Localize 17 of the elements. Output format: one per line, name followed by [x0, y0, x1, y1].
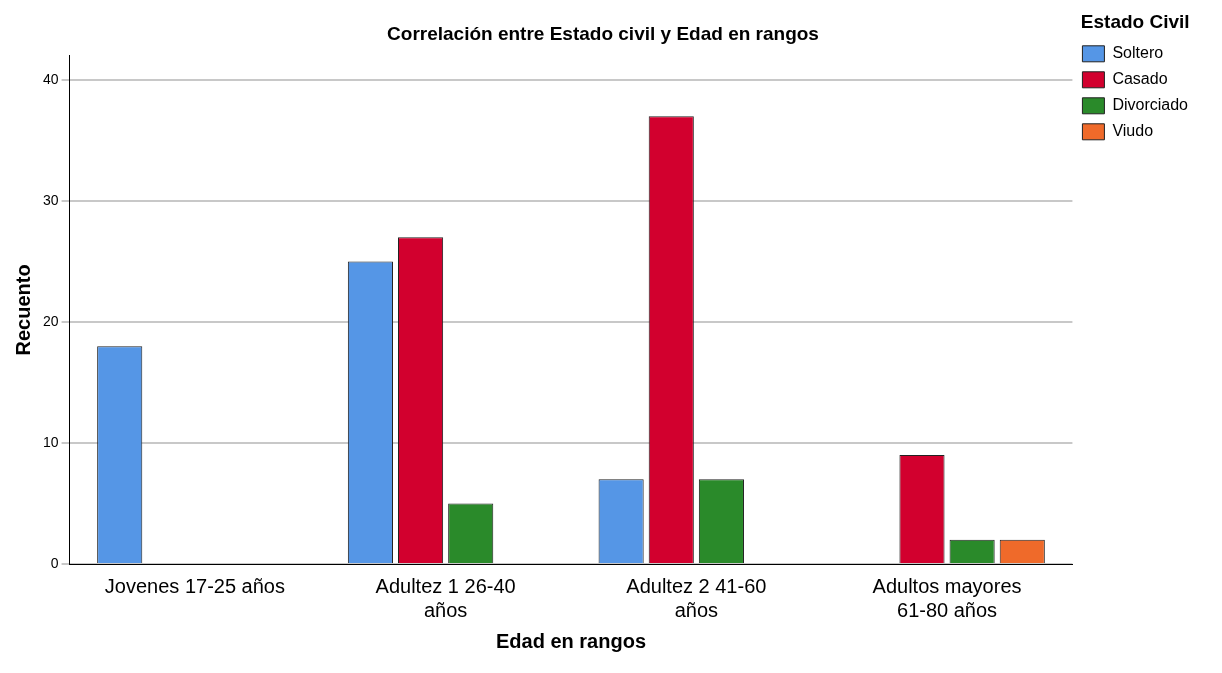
x-tick-label: Jovenes 17-25 años: [104, 574, 285, 597]
x-tick-label: Adultos mayores 61-80 años: [872, 574, 1022, 621]
chart-title: Correlación entre Estado civil y Edad en rangos: [387, 22, 819, 44]
y-tick-label: 30: [42, 191, 59, 208]
y-tick-label: 20: [42, 312, 59, 329]
x-tick-label: Adultez 1 26-40 años: [375, 574, 516, 621]
legend-label: Casado: [1112, 70, 1168, 88]
legend-label: Soltero: [1112, 44, 1164, 62]
y-tick-label: 10: [42, 433, 59, 450]
legend-label: Divorciado: [1112, 96, 1189, 114]
legend-title: Estado Civil: [1080, 10, 1190, 32]
legend-label: Viudo: [1112, 122, 1154, 140]
y-tick-label: 0: [50, 554, 59, 571]
x-tick-label: Adultez 2 41-60 años: [626, 574, 767, 621]
y-axis-title: Recuento: [11, 264, 34, 356]
x-axis-title: Edad en rangos: [495, 629, 647, 652]
y-tick-label: 40: [42, 70, 59, 87]
